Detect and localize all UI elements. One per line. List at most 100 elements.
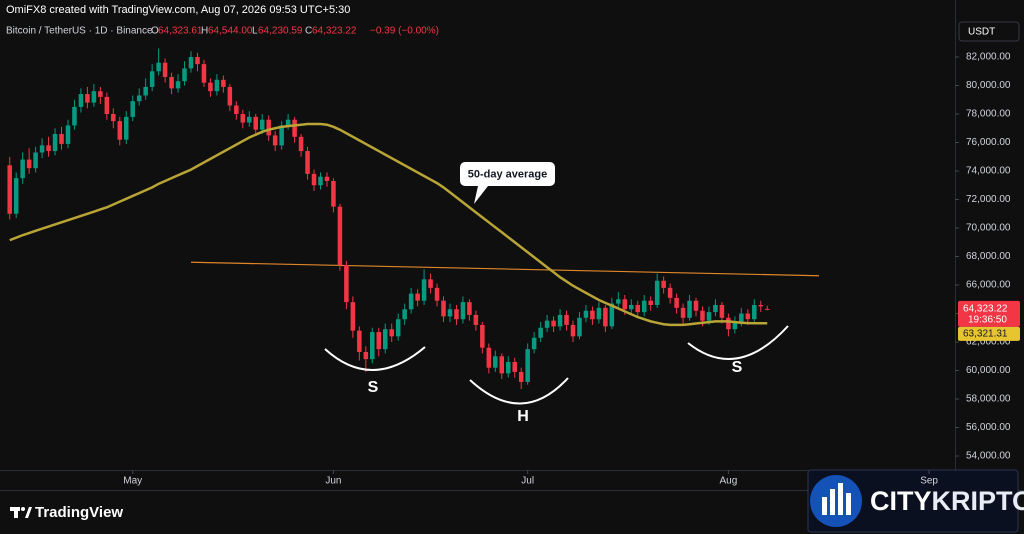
candle-body [603,307,608,327]
y-tick-label: 54,000.00 [966,451,1011,462]
candle-body [680,307,686,318]
candle-body [13,178,19,214]
pattern-arc [324,346,426,371]
y-tick-label: 56,000.00 [966,422,1011,433]
y-tick-label: 66,000.00 [966,280,1011,291]
candle-body [337,206,343,266]
candle-body [713,304,718,313]
candle-body [622,299,628,310]
x-tick-label: Sep [920,476,938,487]
badge-icon [810,475,862,527]
candle-body [415,293,420,301]
candle-body [65,125,71,144]
candle-body [706,312,712,321]
candle-body [667,287,673,298]
candle-body [240,114,246,123]
candle-body [674,297,679,308]
x-tick-label: May [123,476,142,487]
candle-body [570,324,576,337]
y-tick-label: 62,000.00 [966,337,1011,348]
candle-body [389,329,394,337]
y-tick-label: 78,000.00 [966,109,1011,120]
annotation-box [460,162,555,186]
candle-body [188,57,194,69]
candle-body [661,280,666,288]
y-tick-label: 76,000.00 [966,137,1011,148]
credit: OmiFX8 created with TradingView.com, Aug… [6,4,350,16]
logo-icon [10,507,32,518]
candle-body [298,136,304,152]
y-tick-label: 74,000.00 [966,166,1011,177]
candle-body [402,309,407,320]
candle-body [499,356,505,374]
candle-body [311,173,317,186]
candle-body [434,287,440,301]
y-tick-label: 60,000.00 [966,365,1011,376]
currency-box[interactable] [958,21,1020,42]
candle-body [20,159,25,179]
candle-body [344,265,349,303]
candle-body [259,119,265,130]
candle-body [331,180,336,207]
candle-body [149,71,155,87]
candle-body [305,151,310,174]
candle-body [641,300,647,313]
candle-body [52,133,58,152]
countdown: 19:36:50 [968,315,1007,326]
candle-body [408,293,414,310]
annotation: 50-day average [468,168,548,180]
candle-body [234,105,239,115]
candle-body [208,82,213,92]
candle-body [363,352,369,360]
candle-body [590,310,595,320]
change: −0.39 (−0.00%) [370,26,439,37]
candle-body [538,327,543,338]
y-tick-label: 82,000.00 [966,52,1011,63]
ohlc-letter: H [201,26,208,37]
candle-body [531,337,537,350]
candle-body [324,176,330,181]
pattern-label: H [517,408,529,425]
candle-body [117,121,123,140]
candle-body [46,145,51,152]
candle-body [59,133,64,144]
candle-body [33,152,38,169]
candle-body [486,347,492,368]
badge-text: CITYKRIPTO [870,486,1024,516]
candle-body [169,76,174,89]
candle-body [577,317,582,337]
candle-body [247,116,252,123]
candle-body [505,361,511,374]
candle-body [130,101,135,117]
y-tick-label: 80,000.00 [966,80,1011,91]
candle-body [583,310,589,318]
y-tick-label: 58,000.00 [966,394,1011,405]
candle-body [654,280,660,305]
candle-body [175,81,181,89]
x-tick-label: Jun [325,476,341,487]
badge-right: KRIPTO [932,486,1024,516]
candle-body [39,145,45,153]
candle-body [687,300,692,318]
candle-body [292,119,297,137]
candle-body [629,304,634,310]
candle-body [156,62,161,72]
candle-body [78,94,84,107]
ohlc-letter: C [305,26,312,37]
candle-body [693,300,699,311]
candle-body [745,313,751,320]
candle-body [635,304,641,313]
pattern-arc [469,377,569,405]
ma-price-label: 63,321.31 [963,329,1008,340]
candle-body [253,116,259,130]
candle-body [428,279,433,288]
candle-body [557,314,563,327]
logo: TradingView [35,504,123,521]
candle-body [227,86,233,106]
candle-body [726,317,731,330]
candle-body [162,62,168,77]
candle-body [350,302,356,331]
last-price-box [958,300,1020,327]
